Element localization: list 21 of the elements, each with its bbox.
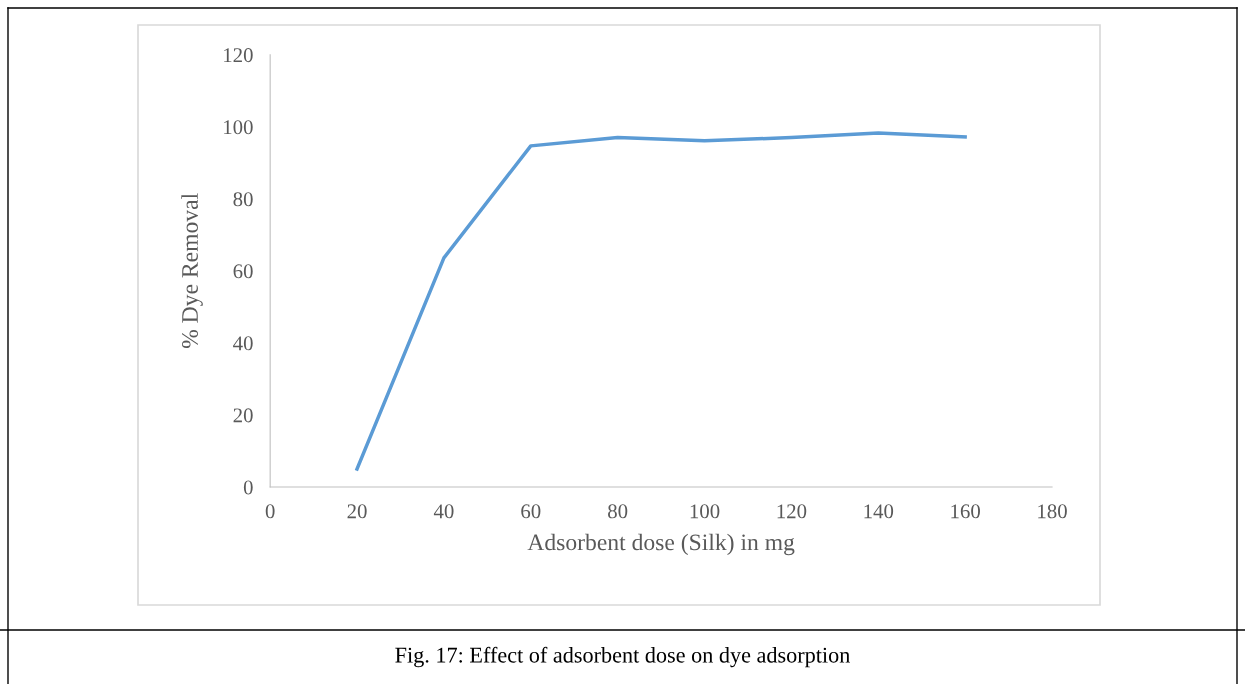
x-axis-title: Adsorbent dose (Silk) in mg: [527, 533, 795, 556]
x-tick-label: 140: [864, 504, 894, 519]
y-tick-label: 60: [233, 264, 253, 279]
x-tick-label: 80: [608, 504, 628, 519]
y-tick-label: 40: [233, 336, 253, 351]
y-axis-title: % Dye Removal: [181, 193, 203, 349]
y-tick-label: 100: [224, 120, 253, 135]
x-tick-label: 0: [265, 504, 275, 519]
x-tick-label: 20: [347, 504, 367, 519]
x-tick-label: 160: [951, 504, 980, 519]
y-tick-label: 0: [243, 480, 253, 495]
y-tick-label: 80: [233, 192, 253, 207]
x-tick-label: 180: [1038, 504, 1067, 519]
x-tick-label: 40: [433, 504, 454, 519]
line-series: [355, 131, 967, 471]
x-tick-label: 120: [777, 504, 807, 519]
caption: Fig. 17: Effect of adsorbent dose on dye adsorption: [395, 646, 851, 668]
y-tick-label: 20: [233, 408, 253, 423]
x-tick-label: 60: [521, 504, 541, 519]
y-tick-label: 120: [224, 48, 253, 63]
x-tick-label: 100: [690, 504, 720, 519]
